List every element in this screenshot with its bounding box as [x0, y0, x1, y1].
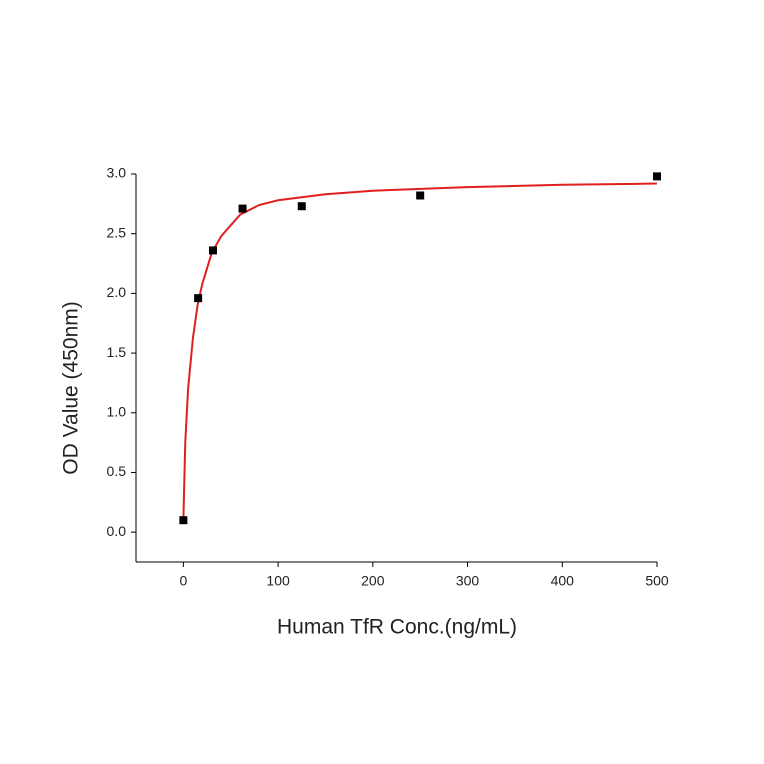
x-tick-label: 100 [266, 573, 290, 589]
x-tick-label: 200 [361, 573, 385, 589]
y-tick-label: 2.5 [107, 224, 127, 240]
y-tick-label: 3.0 [107, 165, 127, 181]
y-tick-label: 2.0 [107, 284, 127, 300]
x-tick-label: 400 [551, 573, 575, 589]
y-tick-label: 1.5 [107, 344, 127, 360]
data-point [238, 204, 247, 213]
x-tick-label: 500 [645, 573, 669, 589]
data-point [179, 516, 188, 525]
data-point [653, 172, 661, 181]
data-point [208, 246, 217, 255]
fit-line [182, 182, 658, 521]
data-point [194, 294, 203, 303]
y-tick-label: 0.0 [107, 523, 127, 539]
x-tick-label: 300 [456, 573, 480, 589]
y-tick-label: 1.0 [107, 403, 127, 419]
data-point [297, 202, 306, 211]
y-axis-title: OD Value (450nm) [60, 301, 83, 475]
x-tick-label: 0 [179, 573, 187, 589]
y-tick-label: 0.5 [107, 463, 127, 479]
x-axis-title: Human TfR Conc.(ng/mL) [277, 616, 517, 639]
data-point [416, 191, 425, 200]
